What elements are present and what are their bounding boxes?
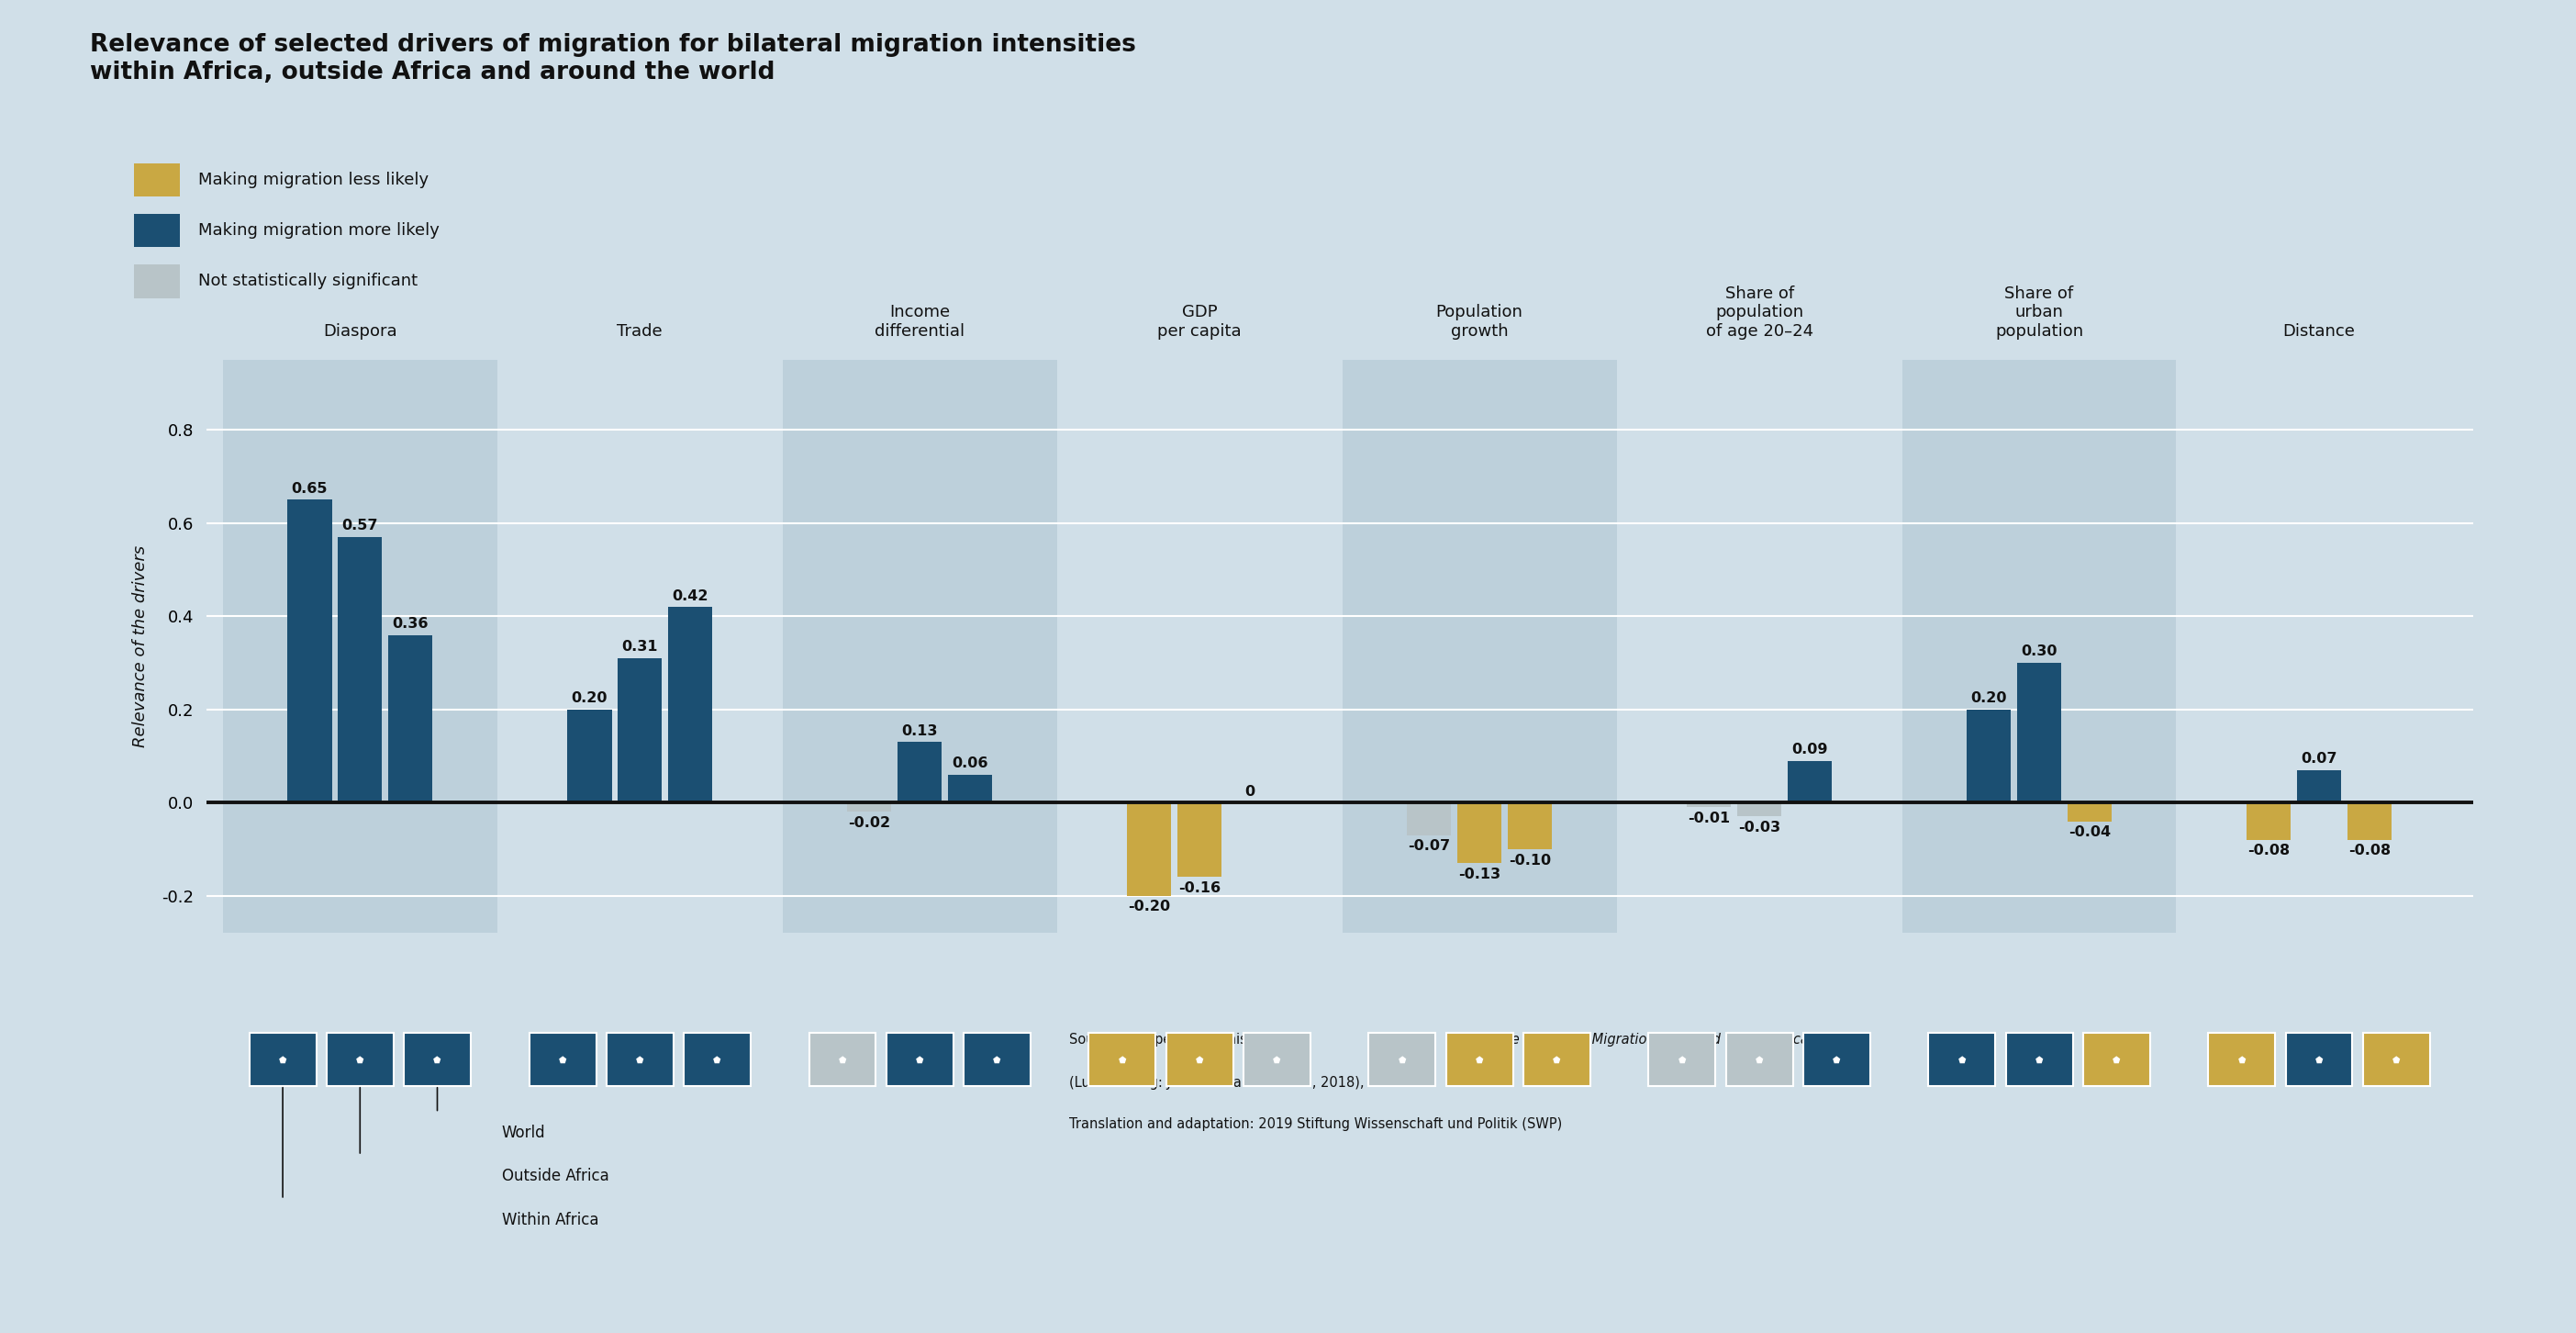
Text: 0.65: 0.65 (291, 481, 327, 496)
Text: 0.20: 0.20 (1971, 692, 2007, 705)
Bar (1965, 709, 2012, 802)
Text: Making migration less likely: Making migration less likely (198, 172, 428, 188)
Text: ⬟: ⬟ (1958, 1056, 1965, 1064)
Text: Source: European Commission,: Source: European Commission, (1069, 1033, 1283, 1046)
Bar (667, 607, 714, 802)
Bar (1406, 802, 1450, 836)
Text: ⬟: ⬟ (1118, 1056, 1126, 1064)
Bar (337, 537, 381, 802)
Text: ⬟: ⬟ (1195, 1056, 1203, 1064)
Bar (2298, 770, 2342, 802)
Text: Translation and adaptation: 2019 Stiftung Wissenschaft und Politik (SWP): Translation and adaptation: 2019 Stiftun… (1069, 1117, 1561, 1130)
Text: ⬟: ⬟ (1677, 1056, 1685, 1064)
Text: Relevance of selected drivers of migration for bilateral migration intensities
w: Relevance of selected drivers of migrati… (90, 33, 1136, 85)
Text: 0.57: 0.57 (343, 519, 379, 533)
Text: ⬟: ⬟ (1476, 1056, 1484, 1064)
Bar (2347, 802, 2391, 840)
Text: -0.16: -0.16 (1177, 881, 1221, 896)
Y-axis label: Relevance of the drivers: Relevance of the drivers (131, 545, 149, 748)
Text: 0: 0 (1244, 785, 1255, 798)
Text: Outside Africa: Outside Africa (502, 1168, 608, 1184)
Text: 0.20: 0.20 (572, 692, 608, 705)
Text: -0.08: -0.08 (2246, 844, 2290, 858)
Text: Income
differential: Income differential (876, 304, 966, 340)
Bar (1507, 802, 1551, 849)
Text: 0.09: 0.09 (1790, 742, 1829, 757)
Bar (618, 659, 662, 802)
Text: GDP
per capita: GDP per capita (1157, 304, 1242, 340)
Bar (896, 742, 943, 802)
Text: 0.13: 0.13 (902, 724, 938, 738)
Text: ⬟: ⬟ (1273, 1056, 1280, 1064)
Text: -0.03: -0.03 (1739, 821, 1780, 834)
Bar (948, 774, 992, 802)
Text: 0.36: 0.36 (392, 617, 428, 631)
Text: 0.31: 0.31 (621, 640, 657, 655)
Bar (848, 802, 891, 812)
Text: ⬟: ⬟ (2393, 1056, 2401, 1064)
Text: ⬟: ⬟ (278, 1056, 286, 1064)
Text: 0.06: 0.06 (953, 757, 989, 770)
Text: ⬟: ⬟ (1754, 1056, 1762, 1064)
Text: -0.02: -0.02 (848, 816, 891, 830)
Text: ⬟: ⬟ (355, 1056, 363, 1064)
Text: -0.01: -0.01 (1687, 812, 1731, 825)
Text: Share of
population
of age 20–24: Share of population of age 20–24 (1705, 285, 1814, 340)
Text: ⬟: ⬟ (433, 1056, 440, 1064)
Text: -0.13: -0.13 (1458, 868, 1502, 881)
Text: ⬟: ⬟ (2035, 1056, 2043, 1064)
Text: ⬟: ⬟ (994, 1056, 1002, 1064)
Text: Not statistically significant: Not statistically significant (198, 273, 417, 289)
Text: ⬟: ⬟ (917, 1056, 925, 1064)
Bar (2017, 663, 2061, 802)
Text: (Luxembourg: Joint Research Centre, 2018), 22.: (Luxembourg: Joint Research Centre, 2018… (1069, 1076, 1391, 1089)
Text: Making migration more likely: Making migration more likely (198, 223, 440, 239)
Text: ⬟: ⬟ (840, 1056, 848, 1064)
Text: World: World (502, 1125, 546, 1141)
Text: Distance: Distance (2282, 324, 2354, 340)
Text: Trade: Trade (618, 324, 662, 340)
Bar (1458, 802, 1502, 864)
Bar (224, 360, 497, 933)
Text: ⬟: ⬟ (1553, 1056, 1561, 1064)
Text: -0.04: -0.04 (2069, 825, 2110, 840)
Text: Population
growth: Population growth (1435, 304, 1522, 340)
Bar (1687, 802, 1731, 808)
Text: ⬟: ⬟ (2112, 1056, 2120, 1064)
Text: ⬟: ⬟ (2316, 1056, 2324, 1064)
Bar (1901, 360, 2177, 933)
Bar (567, 709, 611, 802)
Text: Diaspora: Diaspora (322, 324, 397, 340)
Text: -0.07: -0.07 (1409, 840, 1450, 853)
Text: ⬟: ⬟ (1832, 1056, 1839, 1064)
Text: ⬟: ⬟ (1399, 1056, 1406, 1064)
Text: Within Africa: Within Africa (502, 1212, 598, 1228)
Text: ⬟: ⬟ (2239, 1056, 2246, 1064)
Text: 0.42: 0.42 (672, 589, 708, 603)
Bar (1177, 802, 1221, 877)
Bar (2069, 802, 2112, 821)
Text: 0.30: 0.30 (2022, 645, 2058, 659)
Bar (389, 635, 433, 802)
Bar (1342, 360, 1618, 933)
Text: ⬟: ⬟ (559, 1056, 567, 1064)
Bar (1788, 761, 1832, 802)
Text: -0.10: -0.10 (1510, 853, 1551, 868)
Text: ⬟: ⬟ (636, 1056, 644, 1064)
Text: ⬟: ⬟ (714, 1056, 721, 1064)
Bar (289, 500, 332, 802)
Bar (783, 360, 1056, 933)
Text: -0.20: -0.20 (1128, 900, 1170, 914)
Text: Share of
urban
population: Share of urban population (1994, 285, 2084, 340)
Bar (1736, 802, 1783, 817)
Bar (1128, 802, 1172, 896)
Bar (2246, 802, 2290, 840)
Text: -0.08: -0.08 (2349, 844, 2391, 858)
Text: Many More to Come? Migration from and within Africa: Many More to Come? Migration from and wi… (1445, 1033, 1808, 1046)
Text: 0.07: 0.07 (2300, 752, 2336, 765)
